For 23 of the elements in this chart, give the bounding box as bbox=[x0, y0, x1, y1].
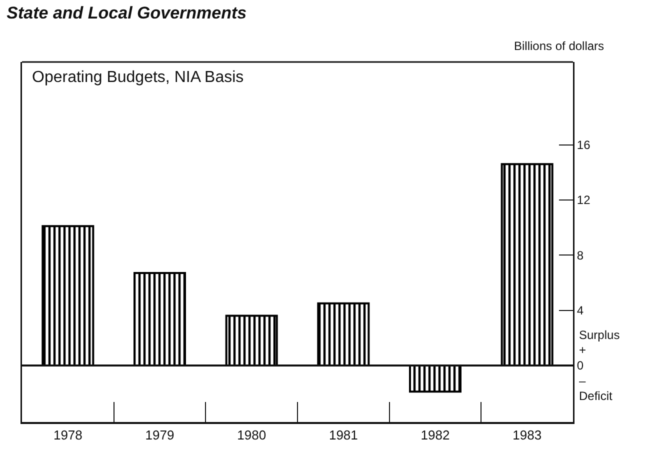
text: + bbox=[579, 343, 586, 357]
bar bbox=[225, 314, 278, 366]
x-tick-label: 1982 bbox=[420, 428, 450, 443]
text: Deficit bbox=[579, 389, 614, 403]
bar bbox=[317, 302, 370, 366]
y-tick-label: 16 bbox=[576, 138, 591, 152]
bar bbox=[42, 225, 94, 366]
text: – bbox=[579, 374, 586, 388]
y-tick-label: 0 bbox=[576, 358, 584, 373]
bar bbox=[134, 272, 186, 366]
bar bbox=[500, 163, 554, 366]
x-tick-label: 1980 bbox=[237, 428, 266, 443]
text: Surplus bbox=[579, 328, 620, 342]
x-tick-label: 1979 bbox=[145, 428, 174, 443]
chart-title: State and Local Governments bbox=[6, 4, 247, 23]
x-tick-label: 1978 bbox=[53, 428, 82, 443]
x-tick-label: 1981 bbox=[328, 428, 358, 443]
y-axis-title: Billions of dollars bbox=[514, 39, 604, 53]
chart-subtitle: Operating Budgets, NIA Basis bbox=[32, 69, 244, 86]
y-tick-label: 8 bbox=[576, 248, 584, 262]
y-tick-label: 12 bbox=[576, 193, 591, 208]
y-tick-label: 4 bbox=[576, 303, 584, 318]
x-tick-label: 1983 bbox=[512, 428, 542, 443]
